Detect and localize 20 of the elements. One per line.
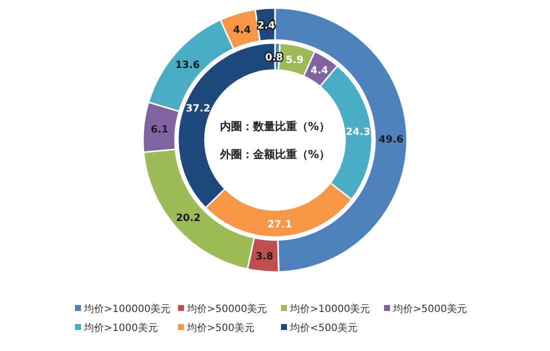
legend-label: 均价>100000美元	[83, 303, 171, 315]
text: 外圈：金额比重（%）	[218, 148, 330, 161]
data-label: 13.6	[175, 60, 200, 71]
text: 内圈：数量比重（%）	[220, 120, 330, 133]
data-label: 3.8	[256, 252, 274, 263]
legend-label: 均价>1000美元	[83, 322, 158, 334]
data-label: 4.4	[233, 24, 251, 36]
legend-label: 均价>50000美元	[186, 303, 268, 315]
legend-label: 均价>5000美元	[392, 303, 467, 315]
data-label: 6.1	[150, 124, 168, 136]
data-label: 24.3	[346, 127, 370, 138]
legend-label: 均价>500美元	[186, 322, 254, 334]
data-label: 27.1	[267, 219, 292, 230]
data-label: 4.4	[310, 65, 328, 76]
data-label: 20.2	[176, 213, 201, 224]
legend-label: 均价>10000美元	[289, 303, 370, 315]
legend-label: 均价<500美元	[289, 322, 358, 334]
data-label: 5.9	[286, 54, 304, 66]
data-label: 37.2	[186, 104, 210, 115]
data-label: 49.6	[378, 134, 404, 146]
